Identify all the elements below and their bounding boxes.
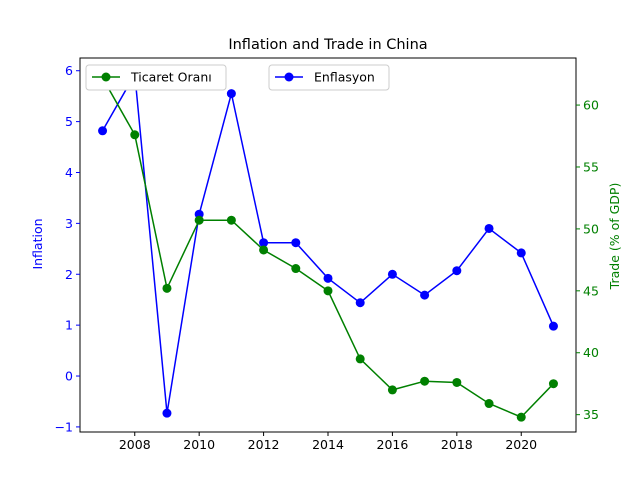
x-tick-label: 2016 bbox=[377, 437, 409, 452]
trade-data-point bbox=[323, 286, 333, 296]
trade-data-point bbox=[548, 379, 558, 389]
trade-data-point bbox=[226, 215, 236, 225]
right-tick-label: 35 bbox=[583, 407, 599, 422]
legend-inflation-frame bbox=[268, 64, 390, 91]
left-tick-label: −1 bbox=[55, 419, 73, 434]
inflation-data-point bbox=[162, 408, 172, 418]
trade-data-point bbox=[387, 385, 397, 395]
inflation-data-point bbox=[355, 298, 365, 308]
trade-data-point bbox=[420, 376, 430, 386]
trade-data-point bbox=[452, 377, 462, 387]
inflation-data-point bbox=[259, 238, 269, 248]
left-tick-label: 5 bbox=[65, 114, 73, 129]
left-tick-label: 3 bbox=[65, 216, 73, 231]
x-tick-label: 2008 bbox=[119, 437, 151, 452]
right-tick-label: 45 bbox=[583, 283, 599, 298]
right-tick-label: 40 bbox=[583, 345, 599, 360]
inflation-data-point bbox=[291, 238, 301, 248]
chart-title: Inflation and Trade in China bbox=[228, 37, 427, 53]
left-tick-label: 6 bbox=[65, 63, 73, 78]
trade-data-point bbox=[130, 130, 140, 140]
left-axis-label: Inflation bbox=[30, 218, 45, 269]
legend-inflation-marker bbox=[284, 72, 294, 82]
x-tick-label: 2010 bbox=[183, 437, 215, 452]
left-tick-label: 4 bbox=[65, 165, 73, 180]
inflation-data-point bbox=[420, 290, 430, 300]
inflation-data-point bbox=[548, 321, 558, 331]
x-tick-label: 2018 bbox=[441, 437, 473, 452]
x-tick-label: 2012 bbox=[248, 437, 280, 452]
legend-trade-marker bbox=[101, 72, 111, 82]
legend-inflation-label: Enflasyon bbox=[314, 70, 375, 85]
inflation-data-point bbox=[452, 266, 462, 276]
left-tick-label: 2 bbox=[65, 267, 73, 282]
plot-area: 2008 2010 2012 2014 2016 2018 2020−10123456354… bbox=[55, 57, 599, 452]
x-tick-label: 2020 bbox=[505, 437, 537, 452]
trade-data-point bbox=[516, 412, 526, 422]
right-tick-label: 60 bbox=[583, 98, 599, 113]
inflation-data-point bbox=[484, 223, 494, 233]
left-tick-label: 1 bbox=[65, 318, 73, 333]
right-tick-label: 55 bbox=[583, 159, 599, 174]
right-tick-label: 50 bbox=[583, 221, 599, 236]
trade-data-point bbox=[291, 264, 301, 274]
inflation-data-point bbox=[98, 126, 108, 136]
trade-data-point bbox=[484, 399, 494, 409]
inflation-data-point bbox=[387, 269, 397, 279]
left-tick-label: 0 bbox=[65, 369, 73, 384]
x-tick-label: 2014 bbox=[312, 437, 344, 452]
trade-data-point bbox=[162, 283, 172, 293]
trade-data-point bbox=[259, 245, 269, 255]
inflation-data-point bbox=[226, 89, 236, 99]
trade-data-point bbox=[194, 215, 204, 225]
legend-inflation: Enflasyon bbox=[268, 64, 390, 91]
inflation-data-point bbox=[323, 273, 333, 283]
legend-trade-frame bbox=[85, 64, 227, 91]
inflation-data-point bbox=[516, 248, 526, 258]
trade-data-point bbox=[355, 354, 365, 364]
legend-trade-label: Ticaret Oranı bbox=[130, 70, 212, 85]
legend-trade: Ticaret Oranı bbox=[85, 64, 227, 91]
right-axis-label: Trade (% of GDP) bbox=[607, 183, 622, 291]
